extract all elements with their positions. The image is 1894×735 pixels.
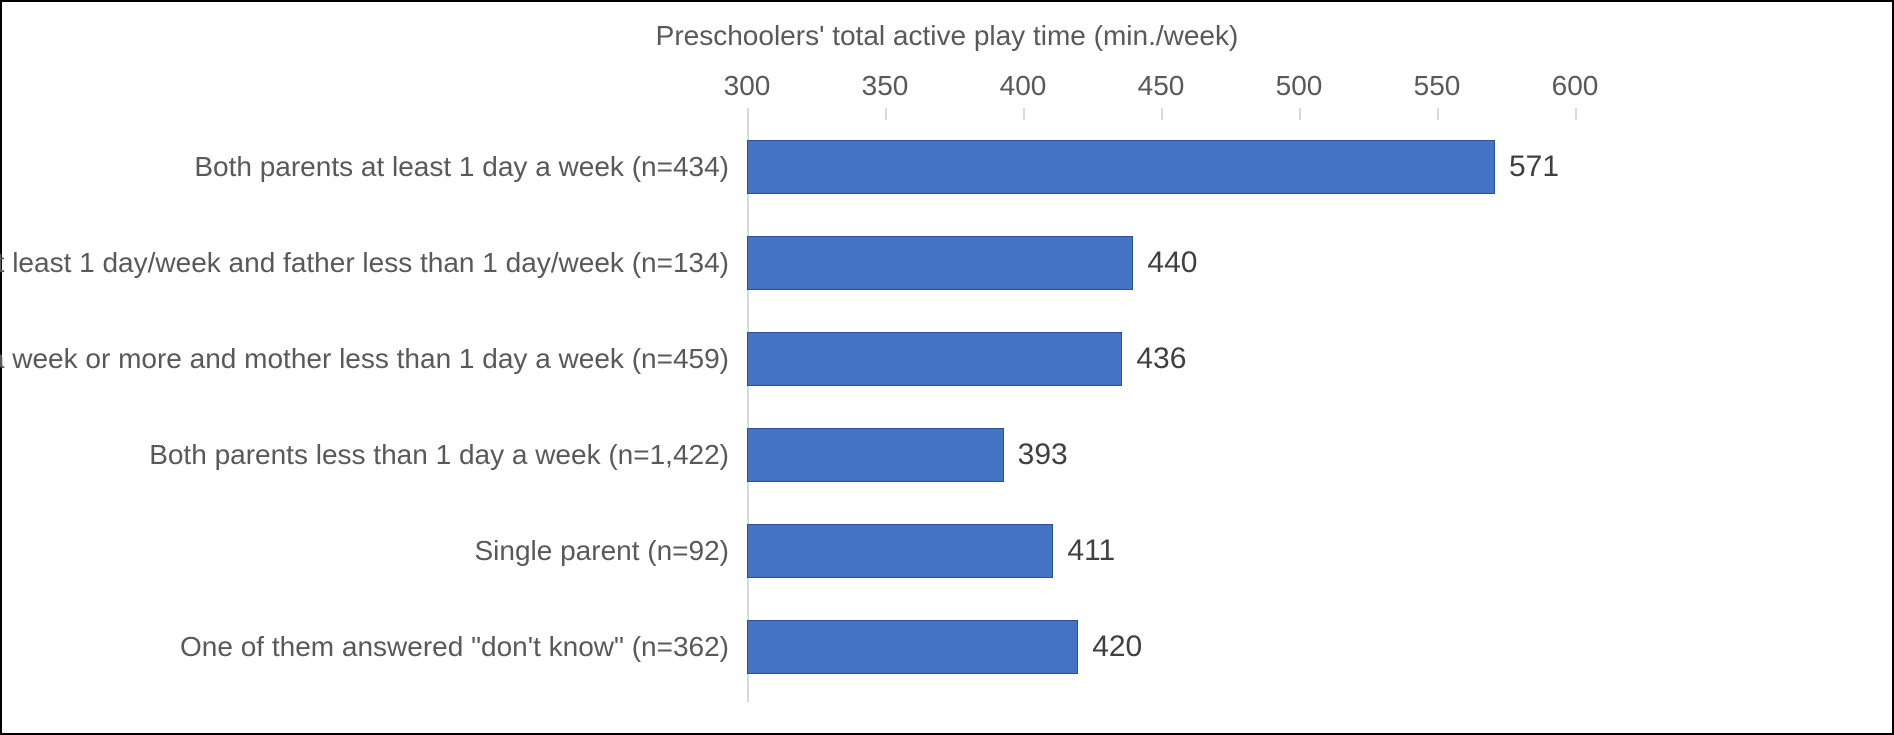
axis-tick bbox=[1437, 108, 1439, 120]
value-label: 411 bbox=[1067, 534, 1115, 568]
category-label: Both parents less than 1 day a week (n=1… bbox=[149, 439, 729, 471]
bar bbox=[747, 620, 1078, 674]
axis-tick bbox=[1161, 108, 1163, 120]
category-label: Single parent (n=92) bbox=[474, 535, 729, 567]
axis-tick bbox=[885, 108, 887, 120]
bar-row: One of them answered "don't know" (n=362… bbox=[2, 620, 1892, 674]
category-label: One of them answered "don't know" (n=362… bbox=[180, 631, 729, 663]
bar bbox=[747, 428, 1004, 482]
y-axis-line bbox=[747, 120, 749, 702]
category-label: Mother at least 1 day/week and father le… bbox=[0, 247, 729, 279]
value-label: 571 bbox=[1509, 150, 1559, 184]
value-label: 436 bbox=[1136, 342, 1186, 376]
axis-tick-label: 600 bbox=[1552, 70, 1599, 102]
axis-tick-label: 400 bbox=[1000, 70, 1047, 102]
axis-tick bbox=[1575, 108, 1577, 120]
bar-row: Single parent (n=92) 411 bbox=[2, 524, 1892, 578]
value-label: 420 bbox=[1092, 630, 1142, 664]
bar bbox=[747, 236, 1133, 290]
value-label: 393 bbox=[1018, 438, 1068, 472]
category-label: Both parents at least 1 day a week (n=43… bbox=[194, 151, 729, 183]
axis-tick-label: 500 bbox=[1276, 70, 1323, 102]
bar-row: Mother at least 1 day/week and father le… bbox=[2, 236, 1892, 290]
bar bbox=[747, 140, 1495, 194]
axis-tick-label: 550 bbox=[1414, 70, 1461, 102]
chart-frame: Preschoolers' total active play time (mi… bbox=[0, 0, 1894, 735]
axis-tick bbox=[747, 108, 749, 120]
bar-row: Both parents less than 1 day a week (n=1… bbox=[2, 428, 1892, 482]
axis-tick-label: 450 bbox=[1138, 70, 1185, 102]
value-label: 440 bbox=[1147, 246, 1197, 280]
bar bbox=[747, 524, 1053, 578]
axis-tick bbox=[1299, 108, 1301, 120]
chart-title: Preschoolers' total active play time (mi… bbox=[2, 20, 1892, 52]
category-label: Father 1 day a week or more and mother l… bbox=[0, 343, 729, 375]
axis-tick bbox=[1023, 108, 1025, 120]
axis-tick-label: 300 bbox=[724, 70, 771, 102]
bar-row: Both parents at least 1 day a week (n=43… bbox=[2, 140, 1892, 194]
axis-tick-label: 350 bbox=[862, 70, 909, 102]
bar-row: Father 1 day a week or more and mother l… bbox=[2, 332, 1892, 386]
bar bbox=[747, 332, 1122, 386]
